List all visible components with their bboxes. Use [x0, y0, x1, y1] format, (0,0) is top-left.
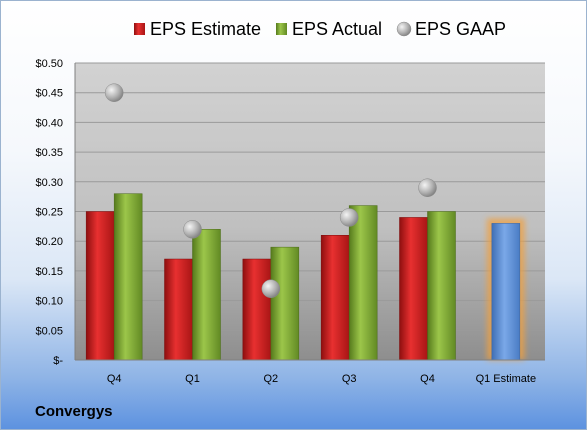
- marker-eps-gaap: [339, 208, 359, 227]
- y-tick-label: $0.35: [35, 147, 63, 159]
- marker-eps-gaap: [418, 178, 437, 197]
- y-tick-label: $0.10: [35, 296, 63, 308]
- bar-eps-estimate: [399, 217, 428, 361]
- y-axis: $0.50 $0.45 $0.40 $0.35 $0.30 $0.25 $0.20 $0.15…: [35, 58, 76, 367]
- y-tick-label: $0.45: [35, 88, 63, 100]
- y-tick-label: $0.30: [35, 177, 63, 189]
- y-tick-label: $0.25: [35, 207, 63, 219]
- y-tick-label: $0.20: [35, 236, 63, 248]
- marker-eps-gaap: [261, 279, 281, 298]
- bar-eps-actual: [270, 246, 300, 361]
- legend-swatch-eps-estimate: [134, 23, 145, 35]
- bar-eps-actual: [427, 211, 456, 361]
- legend-label: EPS Estimate: [150, 19, 261, 39]
- marker-eps-gaap: [183, 220, 202, 239]
- legend-label: EPS GAAP: [415, 19, 506, 39]
- bar-eps-actual: [192, 229, 221, 361]
- bar-eps-estimate: [164, 258, 193, 361]
- legend-label: EPS Actual: [292, 19, 382, 39]
- x-tick-label: Q4: [107, 373, 122, 385]
- legend-marker-eps-gaap: [396, 21, 412, 37]
- bar-eps-estimate-highlight: [491, 223, 521, 361]
- data-marks: [85, 83, 525, 361]
- y-tick-label: $0.40: [35, 117, 63, 129]
- bar-eps-estimate: [242, 258, 272, 361]
- y-tick-label: $0.05: [35, 325, 63, 337]
- x-tick-label: Q3: [342, 373, 357, 385]
- bar-eps-estimate: [320, 235, 350, 361]
- bar-eps-estimate: [85, 211, 115, 361]
- x-tick-label: Q1: [185, 373, 200, 385]
- x-tick-label: Q4: [420, 373, 435, 385]
- x-tick-label: Q1 Estimate: [476, 373, 537, 385]
- legend-swatch-eps-actual: [276, 23, 287, 35]
- chart-legend: EPS Estimate EPS Actual EPS GAAP: [134, 19, 506, 39]
- bar-eps-actual: [113, 193, 143, 361]
- marker-eps-gaap: [104, 83, 124, 102]
- x-axis: Q4 Q1 Q2 Q3 Q4 Q1 Estimate: [75, 359, 545, 385]
- x-tick-label: Q2: [263, 373, 278, 385]
- y-tick-label: $0.15: [35, 266, 63, 278]
- y-tick-label: $-: [53, 355, 63, 367]
- company-name: Convergys: [35, 403, 113, 420]
- bar-eps-actual: [348, 205, 378, 361]
- y-tick-label: $0.50: [35, 58, 63, 70]
